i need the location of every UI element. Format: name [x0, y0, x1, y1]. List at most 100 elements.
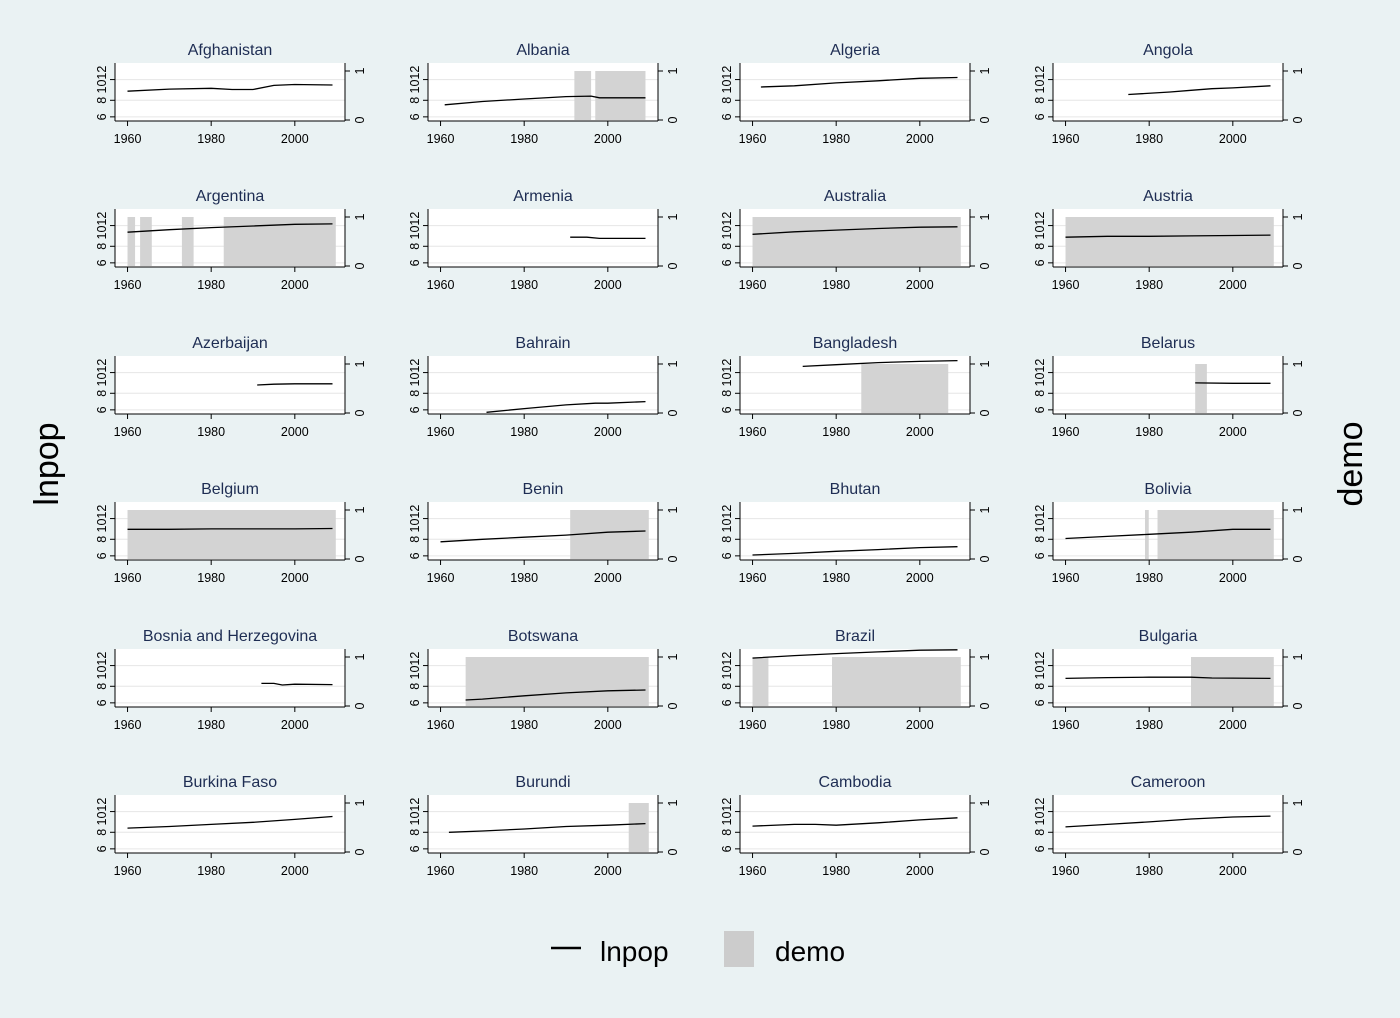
left-tick-label: 1012 [408, 212, 422, 240]
left-tick-label: 1012 [408, 66, 422, 94]
demo-band [1195, 364, 1207, 413]
panel-title: Benin [523, 481, 564, 498]
x-tick-label: 2000 [281, 571, 309, 585]
plot-area [115, 649, 345, 707]
right-tick-label: 1 [978, 653, 992, 660]
x-tick-label: 2000 [906, 425, 934, 439]
legend: lnpop demo [551, 931, 845, 967]
lnpop-line [752, 546, 958, 556]
right-tick-label: 1 [353, 506, 367, 513]
panel-title: Cambodia [819, 774, 892, 791]
right-tick-label: 0 [978, 409, 992, 416]
demo-band [595, 71, 646, 120]
left-tick-label: 6 [720, 259, 734, 266]
left-tick-label: 8 [1033, 536, 1047, 543]
x-tick-label: 1980 [1135, 718, 1163, 732]
left-tick-label: 8 [720, 390, 734, 397]
lnpop-line [257, 383, 333, 386]
x-tick-label: 1960 [739, 425, 767, 439]
left-tick-label: 6 [408, 699, 422, 706]
left-tick-label: 1012 [720, 359, 734, 387]
left-tick-label: 6 [720, 113, 734, 120]
left-tick-label: 1012 [95, 212, 109, 240]
lnpop-line [448, 822, 646, 833]
left-tick-label: 1012 [1033, 212, 1047, 240]
x-tick-label: 1960 [427, 132, 455, 146]
demo-band [574, 71, 592, 120]
lnpop-line [752, 817, 958, 827]
lnpop-line [465, 689, 646, 701]
panel-bahrain: 6 8 1012 0 1 1960 1980 2000 Bahrain [408, 335, 680, 439]
left-tick-label: 1012 [1033, 505, 1047, 533]
right-tick-label: 1 [666, 653, 680, 660]
right-tick-label: 1 [353, 360, 367, 367]
left-tick-label: 8 [1033, 683, 1047, 690]
x-tick-label: 2000 [1219, 571, 1247, 585]
left-tick-label: 8 [720, 243, 734, 250]
left-tick-label: 1012 [408, 798, 422, 826]
right-tick-label: 0 [978, 702, 992, 709]
x-tick-label: 1960 [427, 718, 455, 732]
panel-azerbaijan: 6 8 1012 0 1 1960 1980 2000 Azerbaijan [95, 335, 367, 439]
right-tick-label: 0 [666, 555, 680, 562]
right-tick-label: 0 [978, 848, 992, 855]
x-tick-label: 2000 [594, 278, 622, 292]
x-tick-label: 1960 [427, 571, 455, 585]
left-tick-label: 1012 [95, 505, 109, 533]
left-tick-label: 1012 [720, 212, 734, 240]
panel-albania: 6 8 1012 0 1 1960 1980 2000 Albania [408, 42, 680, 146]
left-tick-label: 8 [408, 829, 422, 836]
demo-band [1191, 657, 1274, 706]
x-tick-label: 2000 [1219, 132, 1247, 146]
panel-bangladesh: 6 8 1012 0 1 1960 1980 2000 Bangladesh [720, 335, 992, 439]
right-tick-label: 0 [1291, 116, 1305, 123]
left-tick-label: 1012 [720, 798, 734, 826]
x-tick-label: 1980 [1135, 425, 1163, 439]
left-tick-label: 8 [408, 97, 422, 104]
panels-grid: 6 8 1012 0 1 1960 1980 2000 Afghanistan 6 8 1012 0 1 1… [95, 42, 1305, 878]
panel-title: Brazil [835, 628, 875, 645]
right-tick-label: 0 [1291, 262, 1305, 269]
right-tick-label: 1 [978, 213, 992, 220]
plot-area [428, 795, 658, 853]
panel-title: Argentina [196, 188, 265, 205]
left-axis-title: lnpop [28, 422, 66, 505]
panel-title: Austria [1143, 188, 1193, 205]
panel-belarus: 6 8 1012 0 1 1960 1980 2000 Belarus [1033, 335, 1305, 439]
left-tick-label: 6 [408, 113, 422, 120]
lnpop-line [127, 815, 333, 829]
demo-band [832, 657, 961, 706]
panel-title: Australia [824, 188, 886, 205]
right-tick-label: 0 [353, 702, 367, 709]
left-tick-label: 6 [408, 845, 422, 852]
x-tick-label: 1980 [197, 425, 225, 439]
demo-band [140, 217, 152, 266]
legend-label-demo: demo [775, 936, 845, 967]
x-tick-label: 2000 [1219, 864, 1247, 878]
right-tick-label: 0 [1291, 848, 1305, 855]
right-tick-label: 1 [1291, 799, 1305, 806]
x-tick-label: 1960 [1052, 132, 1080, 146]
left-tick-label: 6 [95, 699, 109, 706]
right-tick-label: 1 [666, 799, 680, 806]
x-tick-label: 2000 [906, 571, 934, 585]
x-tick-label: 1980 [197, 132, 225, 146]
right-tick-label: 1 [353, 67, 367, 74]
x-tick-label: 2000 [594, 571, 622, 585]
lnpop-line [1065, 815, 1271, 828]
lnpop-line [802, 359, 958, 368]
x-tick-label: 2000 [906, 718, 934, 732]
x-tick-label: 1980 [197, 278, 225, 292]
demo-band [127, 217, 136, 266]
lnpop-line [1065, 234, 1271, 238]
left-tick-label: 8 [408, 683, 422, 690]
left-tick-label: 8 [1033, 97, 1047, 104]
right-tick-label: 0 [1291, 555, 1305, 562]
left-tick-label: 1012 [95, 66, 109, 94]
left-tick-label: 1012 [1033, 66, 1047, 94]
right-tick-label: 1 [978, 799, 992, 806]
panel-australia: 6 8 1012 0 1 1960 1980 2000 Australia [720, 188, 992, 292]
left-tick-label: 1012 [95, 652, 109, 680]
left-tick-label: 6 [1033, 845, 1047, 852]
left-tick-label: 6 [95, 845, 109, 852]
